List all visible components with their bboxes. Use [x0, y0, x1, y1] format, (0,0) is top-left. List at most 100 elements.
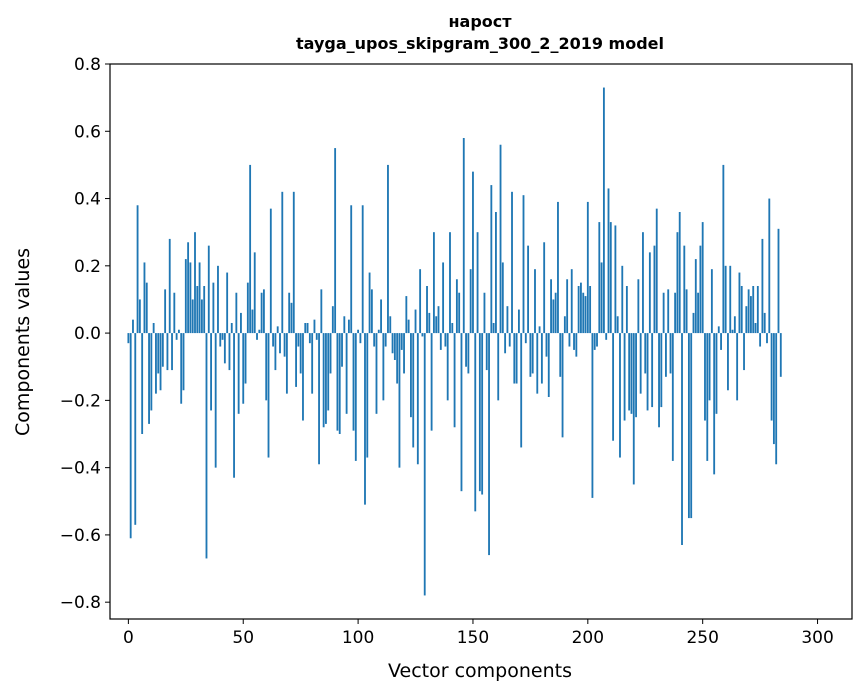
- bar-151: [474, 333, 477, 512]
- bar-111: [382, 333, 385, 401]
- bar-138: [444, 333, 447, 347]
- bar-82: [315, 333, 318, 340]
- y-tick-label: 0.8: [74, 55, 101, 75]
- bar-137: [442, 262, 445, 334]
- bar-143: [455, 279, 458, 334]
- bar-197: [580, 282, 582, 334]
- bar-220: [632, 333, 635, 485]
- bar-282: [775, 333, 778, 465]
- bar-154: [481, 333, 484, 495]
- bar-62: [269, 208, 272, 334]
- bar-83: [318, 333, 320, 465]
- bar-200: [586, 201, 589, 334]
- bar-106: [370, 289, 373, 334]
- bar-126: [416, 333, 419, 465]
- bar-186: [554, 292, 557, 334]
- bar-271: [750, 296, 752, 334]
- bar-84: [320, 289, 323, 334]
- bar-262: [729, 265, 732, 334]
- bar-79: [308, 333, 311, 344]
- bar-265: [736, 333, 739, 401]
- x-axis: 0 50 100 150 200 250 300: [123, 619, 834, 648]
- bar-139: [446, 333, 449, 401]
- bar-228: [651, 333, 654, 408]
- bar-132: [430, 333, 433, 431]
- bar-115: [391, 333, 394, 354]
- bar-43: [226, 272, 229, 334]
- bar-40: [219, 333, 222, 347]
- bar-102: [361, 205, 364, 334]
- bar-129: [423, 333, 426, 596]
- bar-266: [738, 272, 741, 334]
- bar-30: [196, 286, 199, 334]
- bar-120: [403, 333, 405, 374]
- bar-172: [522, 195, 525, 334]
- bar-156: [485, 333, 488, 371]
- chart-title: нарост: [448, 12, 512, 31]
- bar-100: [357, 329, 360, 334]
- bar-34: [205, 333, 208, 559]
- bar-66: [279, 333, 281, 354]
- bar-128: [421, 333, 424, 337]
- bar-232: [660, 333, 663, 408]
- bar-192: [568, 333, 571, 347]
- bar-251: [704, 333, 706, 421]
- x-tick-label: 0: [123, 628, 134, 648]
- bar-124: [412, 333, 415, 448]
- bar-170: [517, 309, 520, 334]
- bar-222: [637, 279, 640, 334]
- bar-95: [345, 333, 348, 414]
- bar-241: [681, 333, 683, 545]
- bar-91: [336, 333, 339, 431]
- bar-38: [214, 333, 217, 468]
- bar-32: [200, 299, 203, 334]
- bar-206: [600, 262, 603, 334]
- bar-110: [380, 299, 382, 334]
- bar-167: [511, 191, 513, 334]
- bar-53: [249, 164, 252, 334]
- bar-208: [605, 333, 608, 340]
- bar-256: [715, 333, 718, 414]
- bar-46: [233, 333, 235, 478]
- bar-281: [772, 333, 775, 445]
- bar-180: [540, 333, 543, 384]
- bar-176: [531, 333, 534, 374]
- chart-subtitle: tayga_upos_skipgram_300_2_2019 model: [296, 34, 664, 53]
- bar-278: [766, 333, 768, 344]
- bar-63: [272, 333, 275, 347]
- bar-279: [768, 198, 771, 334]
- bar-252: [706, 333, 709, 461]
- bar-11: [152, 323, 155, 334]
- bar-39: [217, 265, 219, 334]
- bar-234: [665, 333, 667, 377]
- bar-171: [520, 333, 523, 448]
- bar-112: [384, 333, 387, 347]
- bar-130: [426, 286, 428, 334]
- bar-205: [598, 222, 601, 334]
- bar-104: [366, 333, 369, 458]
- bar-99: [354, 333, 357, 461]
- x-axis-label: Vector components: [388, 660, 572, 682]
- bar-22: [178, 329, 180, 334]
- bar-183: [547, 333, 550, 397]
- y-tick-label: 0.2: [74, 257, 101, 277]
- bar-226: [646, 333, 649, 411]
- bar-0: [127, 333, 130, 344]
- bar-160: [495, 212, 497, 334]
- bar-140: [449, 232, 451, 334]
- bar-4: [136, 205, 139, 334]
- bar-213: [616, 316, 619, 334]
- bar-255: [713, 333, 716, 475]
- bar-97: [350, 205, 353, 334]
- bar-225: [644, 333, 647, 374]
- y-tick-label: −0.4: [60, 459, 101, 479]
- bar-96: [347, 319, 350, 334]
- bar-105: [368, 272, 371, 334]
- bar-187: [557, 201, 559, 334]
- bar-18: [168, 238, 171, 334]
- bar-29: [194, 232, 196, 334]
- bar-272: [752, 286, 755, 334]
- bar-77: [304, 323, 307, 334]
- bar-135: [437, 306, 440, 334]
- bar-257: [717, 326, 720, 334]
